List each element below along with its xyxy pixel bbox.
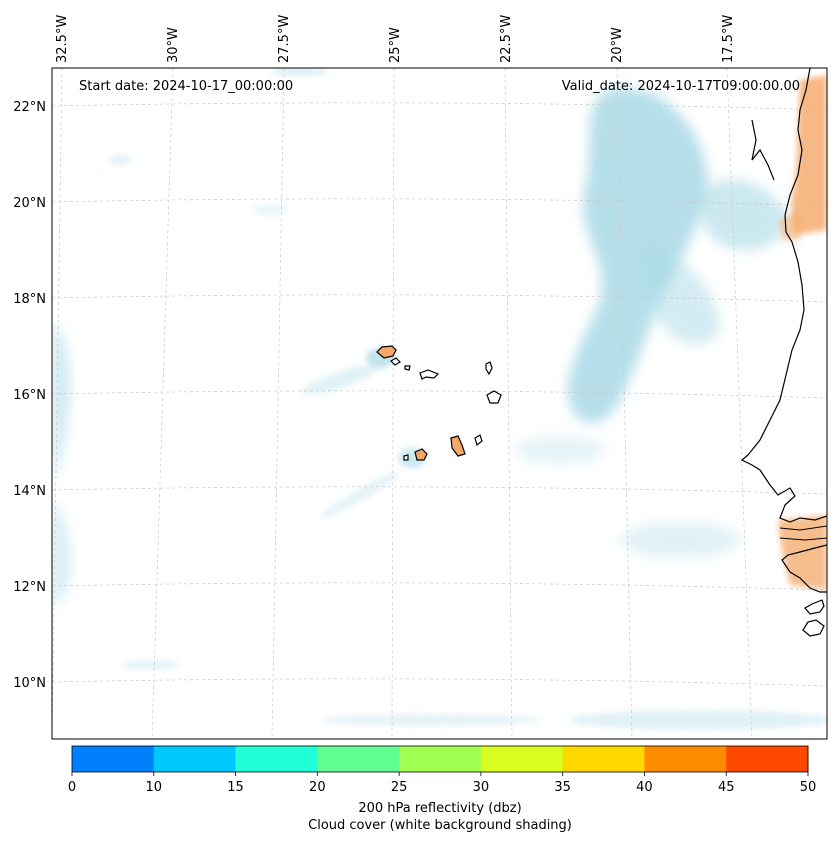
- africa-coastline: [740, 68, 827, 637]
- lon-label: 32.5°W: [55, 15, 70, 63]
- cloud-patch: [570, 710, 827, 730]
- lon-label: 20°W: [610, 27, 625, 63]
- cloud-band-west-edge-2: [52, 500, 72, 604]
- island-sao-nicolau: [419, 369, 440, 380]
- cloud-patch: [270, 68, 330, 76]
- start-date-label: Start date: 2024-10-17_00:00:00: [79, 79, 293, 94]
- island-fogo: [414, 448, 428, 461]
- colorbar-tick-label: 30: [473, 780, 490, 795]
- island-santa-luzia: [404, 365, 411, 371]
- map-background: [52, 68, 827, 739]
- colorbar-segment: [480, 746, 564, 772]
- cloud-patch: [320, 714, 540, 726]
- lat-label: 16°N: [13, 388, 46, 403]
- cloud-band-main: [567, 88, 708, 424]
- colorbar-tick-label: 40: [636, 780, 653, 795]
- lat-label: 14°N: [13, 484, 46, 499]
- colorbar-tick-label: 25: [391, 780, 408, 795]
- cloud-patch: [252, 205, 288, 215]
- colorbar-tick-label: 35: [554, 780, 571, 795]
- colorbar-tick-label: 0: [68, 780, 76, 795]
- cloud-patch: [120, 660, 180, 670]
- colorbar-tick-label: 10: [146, 780, 163, 795]
- island-sao-vicente: [390, 357, 401, 366]
- lon-label: 30°W: [166, 27, 181, 63]
- colorbar-segment: [235, 746, 318, 772]
- colorbar-tick-label: 50: [800, 780, 817, 795]
- island-sal: [485, 361, 493, 376]
- longitude-labels: 32.5°W 30°W 27.5°W 25°W 22.5°W 20°W 17.5…: [55, 15, 736, 63]
- colorbar-segment: [153, 746, 237, 772]
- island-maio: [474, 434, 483, 447]
- colorbar-segment: [317, 746, 400, 772]
- colorbar-sublabel: Cloud cover (white background shading): [308, 818, 572, 833]
- colorbar: 0 10 15 20 25 30 35 40 45 50: [68, 745, 816, 795]
- lat-label: 18°N: [13, 292, 46, 307]
- cloud-patch: [620, 522, 740, 558]
- colorbar-ticks: 0 10 15 20 25 30 35 40 45 50: [68, 772, 816, 795]
- colorbar-segment: [399, 746, 482, 772]
- lon-label: 27.5°W: [277, 15, 292, 63]
- island-boa-vista: [486, 390, 502, 404]
- colorbar-segment: [726, 746, 809, 772]
- island-santo-antao: [376, 345, 397, 359]
- lon-label: 17.5°W: [721, 15, 736, 63]
- cloud-band-east: [640, 240, 720, 345]
- lat-label: 10°N: [13, 676, 46, 691]
- land-shade-gambia: [778, 515, 827, 590]
- lon-label: 22.5°W: [499, 15, 514, 63]
- valid-date-label: Valid_date: 2024-10-17T09:00:00.00: [562, 79, 800, 94]
- colorbar-segment: [72, 746, 155, 772]
- map-frame: [51, 67, 828, 740]
- cloud-patch: [320, 471, 400, 519]
- cape-verde-islands: [376, 345, 502, 461]
- lon-label: 25°W: [388, 27, 403, 63]
- colorbar-label: 200 hPa reflectivity (dbz): [358, 801, 522, 816]
- cape-blanc: [751, 119, 775, 181]
- graticule: [52, 68, 827, 739]
- colorbar-frame: [71, 745, 809, 773]
- cloud-cover-shading: [52, 68, 827, 730]
- colorbar-tick-label: 20: [309, 780, 326, 795]
- cloud-band-north: [695, 180, 790, 251]
- cloud-patch: [108, 155, 132, 165]
- island-brava: [403, 454, 409, 461]
- colorbar-segments: [72, 746, 809, 772]
- cloud-patch: [515, 436, 605, 464]
- cloud-patch: [301, 365, 379, 395]
- lat-label: 22°N: [13, 100, 46, 115]
- lat-label: 12°N: [13, 580, 46, 595]
- colorbar-segment: [562, 746, 645, 772]
- latitude-labels: 22°N 20°N 18°N 16°N 14°N 12°N 10°N: [13, 100, 46, 691]
- land-shade-mauritania: [791, 75, 827, 235]
- gambia-river: [779, 525, 827, 541]
- colorbar-tick-label: 45: [718, 780, 735, 795]
- lat-label: 20°N: [13, 196, 46, 211]
- colorbar-tick-label: 15: [227, 780, 244, 795]
- colorbar-segment: [644, 746, 727, 772]
- island-santiago: [450, 435, 466, 457]
